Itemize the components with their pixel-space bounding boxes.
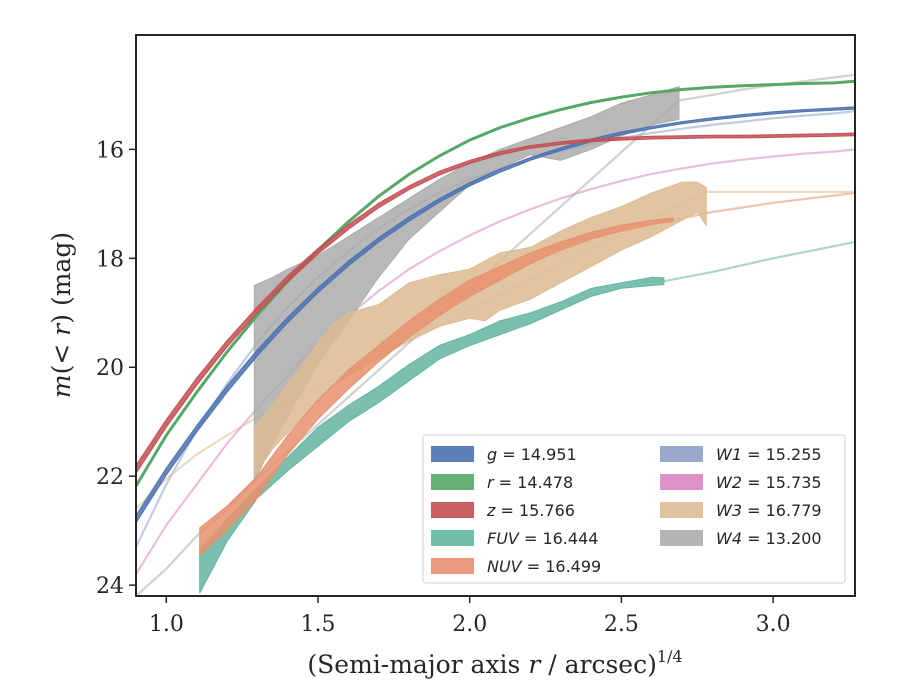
y-tick-label: 20 bbox=[96, 356, 124, 381]
legend-label-r: r = 14.478 bbox=[487, 473, 573, 492]
data-layer bbox=[136, 73, 855, 596]
series-band-z bbox=[136, 132, 855, 475]
legend-label-w1: W1 = 15.255 bbox=[716, 445, 822, 464]
legend-label-fuv: FUV = 16.444 bbox=[487, 529, 598, 548]
series-band-nuv bbox=[199, 217, 674, 557]
x-tick-label: 1.5 bbox=[301, 612, 336, 637]
legend-swatch-w1 bbox=[660, 446, 703, 462]
legend-frame bbox=[422, 434, 846, 584]
legend: g = 14.951 r = 14.478 z = 15.766 FUV = 16.4… bbox=[422, 434, 846, 584]
series-line-fuv bbox=[663, 240, 855, 283]
x-tick-label: 1.0 bbox=[149, 612, 184, 637]
legend-swatch-r bbox=[431, 474, 474, 490]
legend-label-z: z = 15.766 bbox=[486, 501, 575, 520]
series-band-g bbox=[136, 106, 855, 524]
x-axis-title: (Semi-major axis r / arcsec)1/4 bbox=[307, 647, 682, 679]
y-axis-title: m(< r) (mag) bbox=[47, 232, 76, 398]
y-tick-label: 24 bbox=[96, 574, 124, 599]
legend-swatch-w4 bbox=[660, 530, 703, 546]
x-tick-label: 2.0 bbox=[452, 612, 487, 637]
legend-swatch-g bbox=[431, 446, 474, 462]
legend-label-w3: W3 = 16.779 bbox=[716, 501, 822, 520]
series-band-r bbox=[136, 79, 855, 487]
x-tick-label: 3.0 bbox=[756, 612, 791, 637]
axis-layer: 1.0 1.5 2.0 2.5 3.0 16 18 20 22 24 bbox=[96, 138, 791, 637]
legend-swatch-fuv bbox=[431, 530, 474, 546]
series-line-nuv bbox=[672, 191, 855, 222]
legend-label-g: g = 14.951 bbox=[487, 445, 577, 464]
legend-swatch-nuv bbox=[431, 558, 474, 574]
legend-label-nuv: NUV = 16.499 bbox=[487, 557, 601, 576]
legend-label-w4: W4 = 13.200 bbox=[716, 529, 822, 548]
legend-swatch-w3 bbox=[660, 502, 703, 518]
y-tick-label: 16 bbox=[96, 138, 124, 163]
x-tick-label: 2.5 bbox=[604, 612, 639, 637]
legend-swatch-w2 bbox=[660, 474, 703, 490]
series-band-w4 bbox=[253, 86, 680, 482]
series-line-w4 bbox=[136, 73, 855, 596]
legend-swatch-z bbox=[431, 502, 474, 518]
y-tick-label: 22 bbox=[96, 465, 124, 490]
plot-frame bbox=[135, 34, 856, 597]
series-band-fuv bbox=[199, 276, 665, 594]
legend-label-w2: W2 = 15.735 bbox=[716, 473, 822, 492]
y-tick-label: 18 bbox=[96, 247, 124, 272]
